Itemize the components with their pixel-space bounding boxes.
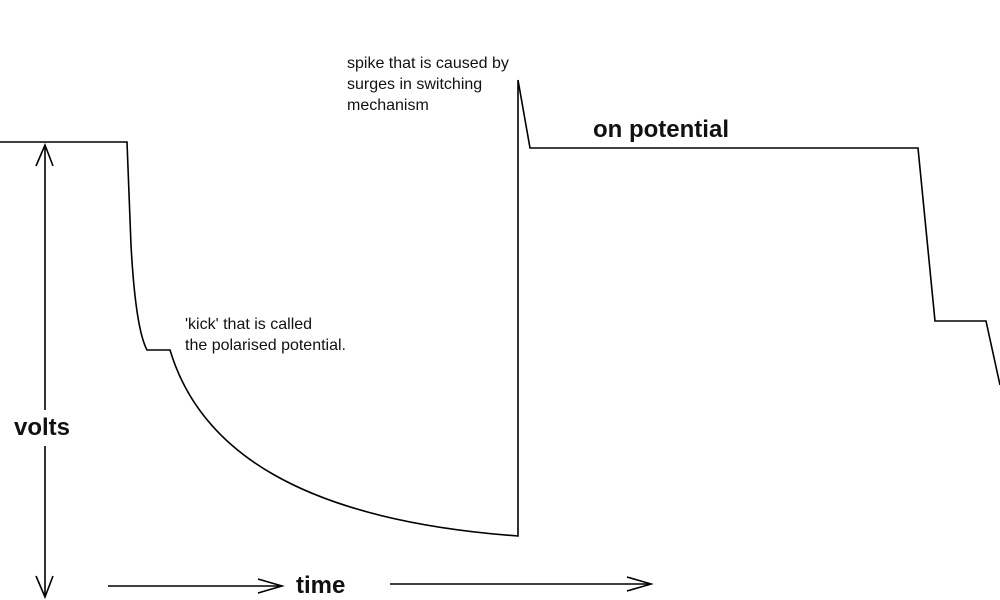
time-arrow-right-head xyxy=(626,576,654,592)
time-arrow-left-head xyxy=(257,578,285,594)
kick-annotation: 'kick' that is called the polarised pote… xyxy=(185,316,346,354)
spike-annotation: spike that is caused by surges in switch… xyxy=(347,55,509,114)
volts-axis-arrowhead-bottom xyxy=(35,575,54,600)
volts-axis-arrowhead-top xyxy=(35,142,54,167)
time-axis xyxy=(108,576,654,594)
potential-waveform xyxy=(0,79,1000,537)
volts-label: volts xyxy=(14,414,71,441)
time-label: time xyxy=(296,572,346,599)
volts-axis xyxy=(35,142,54,600)
on-potential-label: on potential xyxy=(593,116,729,143)
